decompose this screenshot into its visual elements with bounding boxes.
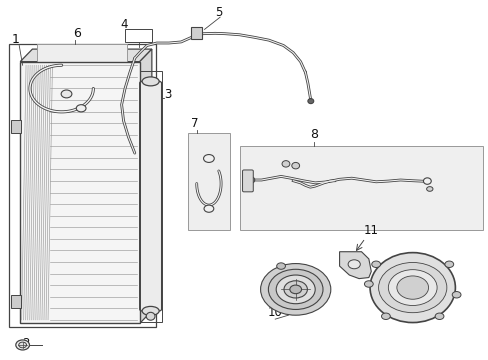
Ellipse shape bbox=[276, 263, 285, 269]
FancyBboxPatch shape bbox=[190, 27, 201, 39]
FancyBboxPatch shape bbox=[11, 120, 21, 133]
Ellipse shape bbox=[369, 253, 454, 323]
Ellipse shape bbox=[381, 313, 389, 319]
Ellipse shape bbox=[426, 186, 432, 191]
FancyBboxPatch shape bbox=[242, 170, 253, 192]
Ellipse shape bbox=[146, 312, 155, 320]
Polygon shape bbox=[339, 252, 370, 279]
Text: 2: 2 bbox=[21, 337, 29, 350]
Text: 7: 7 bbox=[190, 117, 198, 130]
Ellipse shape bbox=[387, 270, 436, 306]
Ellipse shape bbox=[347, 260, 360, 269]
Ellipse shape bbox=[16, 340, 29, 350]
Ellipse shape bbox=[364, 281, 372, 287]
Ellipse shape bbox=[268, 269, 323, 310]
Polygon shape bbox=[20, 49, 152, 62]
Ellipse shape bbox=[282, 161, 289, 167]
FancyBboxPatch shape bbox=[11, 296, 21, 309]
Ellipse shape bbox=[61, 90, 72, 98]
FancyBboxPatch shape bbox=[20, 62, 140, 323]
Text: 4: 4 bbox=[120, 18, 127, 31]
Ellipse shape bbox=[444, 261, 453, 267]
Text: 9: 9 bbox=[423, 305, 430, 318]
Ellipse shape bbox=[203, 154, 214, 162]
Ellipse shape bbox=[284, 281, 307, 298]
Text: 6: 6 bbox=[73, 27, 81, 40]
Ellipse shape bbox=[423, 178, 430, 184]
FancyBboxPatch shape bbox=[239, 146, 483, 230]
Text: 1: 1 bbox=[11, 32, 19, 45]
Ellipse shape bbox=[142, 306, 159, 315]
FancyBboxPatch shape bbox=[140, 81, 161, 311]
Ellipse shape bbox=[451, 292, 460, 298]
Text: 11: 11 bbox=[363, 224, 378, 237]
Text: 10: 10 bbox=[267, 306, 282, 319]
Ellipse shape bbox=[289, 285, 301, 294]
FancyBboxPatch shape bbox=[188, 134, 229, 230]
Text: 5: 5 bbox=[215, 6, 222, 19]
Ellipse shape bbox=[246, 177, 254, 183]
Ellipse shape bbox=[371, 261, 380, 267]
Ellipse shape bbox=[291, 162, 299, 169]
Ellipse shape bbox=[260, 264, 330, 315]
Ellipse shape bbox=[142, 77, 159, 86]
Ellipse shape bbox=[396, 276, 427, 299]
Ellipse shape bbox=[276, 275, 315, 304]
Ellipse shape bbox=[434, 313, 443, 319]
Ellipse shape bbox=[19, 342, 26, 348]
Ellipse shape bbox=[378, 262, 446, 313]
Polygon shape bbox=[140, 49, 152, 323]
FancyBboxPatch shape bbox=[37, 44, 127, 126]
Ellipse shape bbox=[76, 105, 86, 112]
Ellipse shape bbox=[203, 205, 213, 212]
Text: 8: 8 bbox=[310, 128, 318, 141]
Ellipse shape bbox=[307, 99, 313, 104]
Text: 3: 3 bbox=[163, 88, 171, 101]
